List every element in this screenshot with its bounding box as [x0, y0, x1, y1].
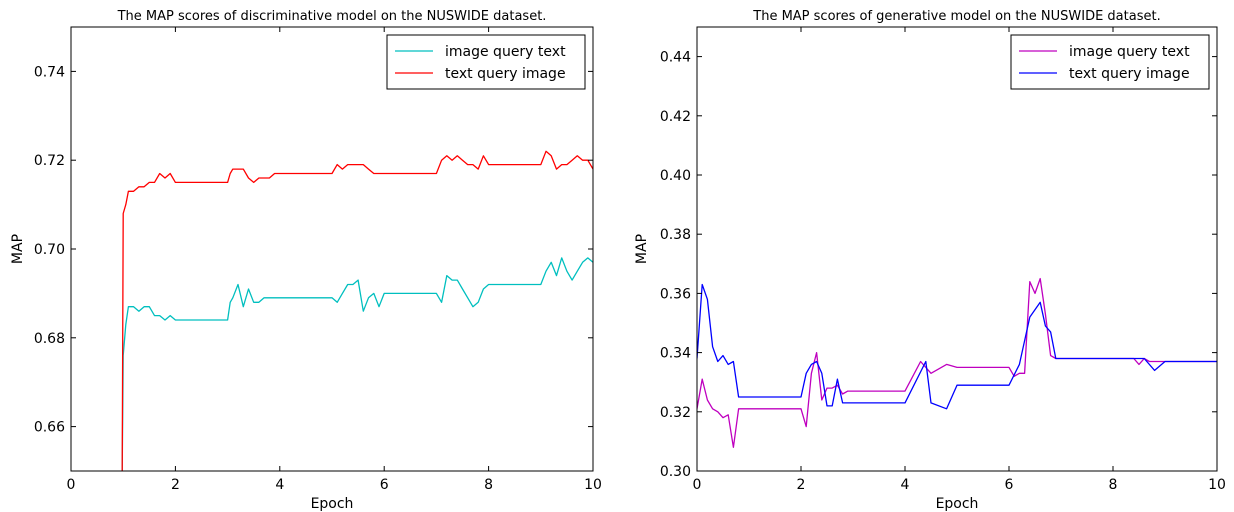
x-tick-label: 8 — [484, 477, 493, 493]
y-tick-label: 0.34 — [660, 346, 691, 362]
y-tick-label: 0.72 — [34, 153, 65, 169]
x-tick-label: 6 — [1005, 477, 1014, 493]
x-tick-label: 4 — [901, 477, 910, 493]
y-axis-label: MAP — [634, 234, 650, 264]
x-tick-label: 10 — [1208, 477, 1226, 493]
legend-box — [386, 34, 586, 90]
chart-title: The MAP scores of discriminative model o… — [117, 9, 547, 24]
legend: image query text text query image — [1010, 34, 1210, 90]
y-tick-label: 0.40 — [660, 168, 691, 184]
legend-label-1: text query image — [1069, 66, 1190, 82]
y-tick-label: 0.68 — [34, 331, 65, 347]
legend-label-0: image query text — [445, 44, 566, 60]
legend-box — [1010, 34, 1210, 90]
y-tick-label: 0.44 — [660, 50, 691, 66]
x-tick-label: 4 — [275, 477, 284, 493]
series-line-0 — [697, 277, 1217, 448]
y-tick-label: 0.38 — [660, 227, 691, 243]
legend-label-1: text query image — [445, 66, 566, 82]
y-tick-label: 0.66 — [34, 420, 65, 436]
x-tick-label: 2 — [171, 477, 180, 493]
series-line-1 — [121, 150, 593, 471]
x-axis-label: Epoch — [936, 496, 979, 512]
x-tick-label: 6 — [380, 477, 389, 493]
x-tick-label: 0 — [67, 477, 76, 493]
y-tick-label: 0.36 — [660, 286, 691, 302]
legend: image query text text query image — [386, 34, 586, 90]
x-axis-label: Epoch — [311, 496, 354, 512]
plot-frame — [70, 26, 594, 472]
chart-0: The MAP scores of discriminative model o… — [10, 9, 602, 512]
y-tick-label: 0.74 — [34, 64, 65, 80]
chart-1: The MAP scores of generative model on th… — [634, 9, 1226, 512]
y-tick-label: 0.70 — [34, 242, 65, 258]
y-axis-label: MAP — [10, 234, 26, 264]
series-line-0 — [121, 257, 593, 471]
x-tick-label: 8 — [1109, 477, 1118, 493]
y-tick-label: 0.30 — [660, 464, 691, 480]
plot-frame — [696, 26, 1218, 472]
y-tick-label: 0.42 — [660, 109, 691, 125]
x-tick-label: 2 — [797, 477, 806, 493]
x-tick-label: 10 — [584, 477, 602, 493]
chart-title: The MAP scores of generative model on th… — [752, 9, 1160, 24]
legend-label-0: image query text — [1069, 44, 1190, 60]
series-line-1 — [697, 283, 1217, 410]
y-tick-label: 0.32 — [660, 405, 691, 421]
x-tick-label: 0 — [693, 477, 702, 493]
